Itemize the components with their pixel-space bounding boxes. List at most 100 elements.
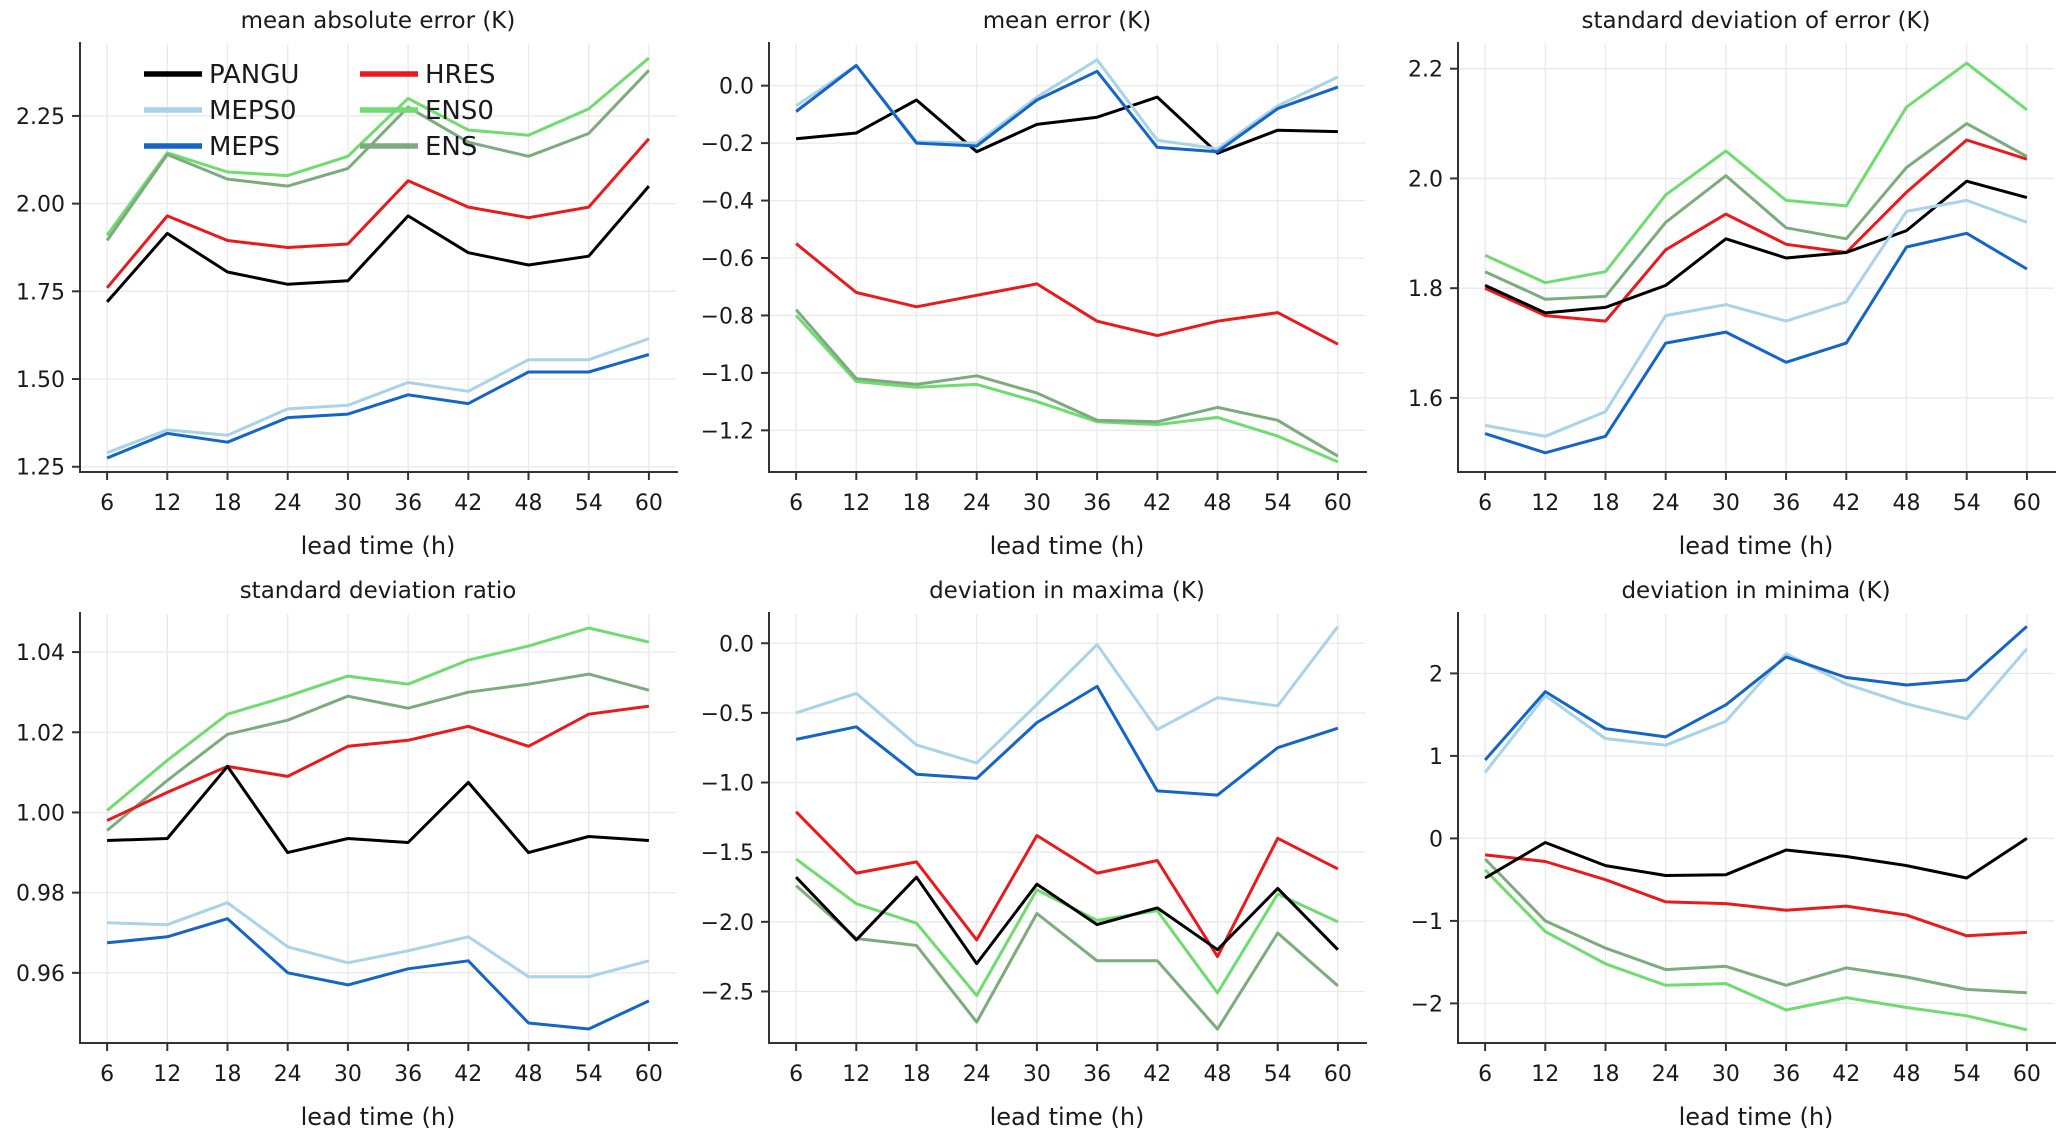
- chart-svg: 6 12 18 24 30 36 42 48 54 60 1.6 1.8 2.0 2.2 standard …: [1408, 8, 2056, 560]
- line-ENS: [1484, 122, 2028, 301]
- ticks: [761, 84, 1339, 480]
- x-tick-label: 30: [334, 491, 362, 516]
- x-tick-label: 54: [1264, 491, 1292, 516]
- y-tick-label: 1: [1429, 745, 1443, 770]
- line-HRES: [1484, 138, 2028, 323]
- legend-label-HRES: HRES: [425, 60, 496, 90]
- ticks: [72, 114, 650, 480]
- y-tick-label: 2.25: [16, 105, 65, 130]
- x-tick-label: 54: [1953, 1062, 1981, 1087]
- line-HRES: [795, 810, 1339, 959]
- line-ENS: [106, 672, 650, 832]
- line-HRES: [1484, 853, 2027, 938]
- x-tick-label: 6: [789, 1062, 803, 1087]
- line-MEPS0: [106, 337, 650, 455]
- line-ENS0: [106, 626, 650, 812]
- y-tick-label: 1.00: [16, 801, 65, 826]
- ticks: [72, 651, 650, 1051]
- x-tick-label: 60: [1324, 491, 1352, 516]
- x-tick-label: 54: [1953, 491, 1981, 516]
- chart-svg: 6 12 18 24 30 36 42 48 54 60 0.96 0.98 1.00 1.02 1.04 s…: [16, 578, 678, 1131]
- y-tick-label: −1.2: [701, 419, 754, 444]
- x-tick-label: 24: [1652, 1062, 1680, 1087]
- line-MEPS: [106, 353, 650, 460]
- x-tick-label: 48: [515, 491, 543, 516]
- x-tick-label: 48: [515, 1062, 543, 1087]
- line-HRES: [795, 242, 1339, 346]
- chart-title: standard deviation ratio: [240, 578, 517, 604]
- chart-deviation-in-minima: 6 12 18 24 30 36 42 48 54 60 −2 −1 0 1 2 deviation in m…: [1378, 570, 2067, 1141]
- line-HRES: [105, 137, 651, 289]
- line-ENS: [795, 884, 1339, 1031]
- chart-mean-absolute-error: 6 12 18 24 30 36 42 48 54 60 1.25 1.50 1.75 2.00 2.25 m…: [0, 0, 689, 570]
- y-tick-label: −0.4: [701, 190, 754, 215]
- x-tick-label: 30: [334, 1062, 362, 1087]
- x-tick-label: 36: [394, 1062, 422, 1087]
- x-tick-label: 6: [1478, 1062, 1492, 1087]
- x-tick-label: 48: [1893, 491, 1921, 516]
- y-tick-label: 1.25: [16, 456, 65, 481]
- line-MEPS: [795, 684, 1339, 797]
- x-tick-label: 6: [1478, 491, 1492, 516]
- x-tick-label: 54: [575, 1062, 603, 1087]
- line-MEPS: [1483, 625, 2028, 761]
- line-MEPS0: [1483, 647, 2029, 774]
- x-tick-label: 60: [635, 491, 663, 516]
- y-tick-label: 1.75: [16, 280, 65, 305]
- legend-label-MEPS0: MEPS0: [209, 96, 297, 126]
- line-PANGU: [1484, 837, 2028, 880]
- x-tick-label: 24: [963, 491, 991, 516]
- x-tick-label: 60: [2013, 491, 2041, 516]
- y-tick-label: 2.0: [1408, 167, 1443, 192]
- x-tick-label: 30: [1712, 1062, 1740, 1087]
- gridlines: [1458, 44, 2054, 472]
- y-tick-label: 0.96: [16, 962, 65, 987]
- axes-spines: [79, 42, 678, 473]
- gridlines: [1458, 614, 2054, 1043]
- chart-deviation-in-maxima: 6 12 18 24 30 36 42 48 54 60 0.0 −0.5 −1.0 −1.5 −2.0 −2…: [689, 570, 1378, 1141]
- legend-label-MEPS: MEPS: [209, 132, 280, 162]
- x-tick-label: 48: [1204, 491, 1232, 516]
- axes-spines: [768, 612, 1367, 1044]
- line-HRES: [106, 704, 650, 822]
- gridlines: [80, 44, 676, 472]
- x-axis-label: lead time (h): [1679, 532, 1834, 560]
- axes-spines: [1457, 42, 2056, 473]
- line-PANGU: [107, 764, 649, 855]
- x-tick-label: 36: [394, 491, 422, 516]
- x-tick-label: 42: [1832, 1062, 1860, 1087]
- chart-title: mean absolute error (K): [241, 8, 516, 34]
- line-MEPS: [106, 917, 650, 1031]
- x-tick-label: 36: [1083, 491, 1111, 516]
- line-ENS0: [1484, 61, 2028, 285]
- x-tick-label: 48: [1893, 1062, 1921, 1087]
- x-axis-label: lead time (h): [301, 1103, 456, 1131]
- x-tick-label: 18: [1591, 491, 1619, 516]
- x-tick-label: 42: [1832, 491, 1860, 516]
- x-tick-label: 6: [100, 491, 114, 516]
- x-tick-label: 12: [153, 491, 181, 516]
- ticks: [761, 642, 1339, 1051]
- x-tick-label: 60: [1324, 1062, 1352, 1087]
- x-tick-label: 6: [789, 491, 803, 516]
- line-PANGU: [795, 875, 1339, 966]
- chart-standard-deviation-ratio: 6 12 18 24 30 36 42 48 54 60 0.96 0.98 1.00 1.02 1.04 s…: [0, 570, 689, 1141]
- x-tick-label: 54: [575, 491, 603, 516]
- x-tick-label: 18: [902, 491, 930, 516]
- x-tick-label: 42: [1143, 1062, 1171, 1087]
- y-tick-label: −0.2: [701, 132, 754, 157]
- y-tick-label: −1.5: [701, 841, 754, 866]
- x-tick-label: 12: [842, 491, 870, 516]
- y-tick-label: −2.5: [701, 980, 754, 1005]
- x-tick-label: 48: [1204, 1062, 1232, 1087]
- x-tick-label: 12: [842, 1062, 870, 1087]
- y-tick-label: −2: [1411, 992, 1443, 1017]
- x-tick-label: 54: [1264, 1062, 1292, 1087]
- line-MEPS: [1484, 231, 2028, 455]
- y-tick-label: −1.0: [701, 362, 754, 387]
- y-tick-label: −0.6: [701, 247, 754, 272]
- chart-title: deviation in minima (K): [1621, 578, 1890, 604]
- legend-label-ENS0: ENS0: [425, 96, 494, 126]
